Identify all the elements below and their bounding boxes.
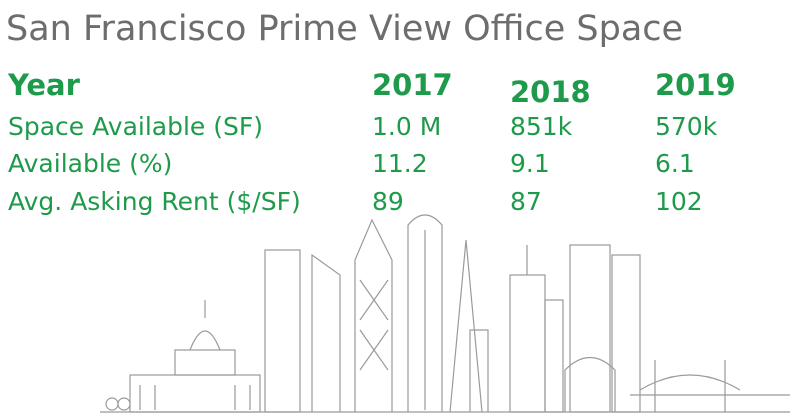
table: Year 2017 2018 2019 Space Available (SF) 1.0 … [7, 68, 736, 216]
table-cell: 102 [655, 187, 703, 216]
header-cell: 2018 [510, 75, 591, 109]
table-cell: 11.2 [372, 149, 428, 178]
header-cell: Year [7, 68, 81, 102]
row-label: Avg. Asking Rent ($/SF) [8, 187, 301, 216]
header-cell: 2019 [655, 68, 736, 102]
title: San Francisco Prime View Office Space [6, 9, 683, 49]
row-label: Available (%) [8, 149, 172, 178]
row-label: Space Available (SF) [8, 112, 263, 141]
table-cell: 9.1 [510, 149, 550, 178]
table-cell: 1.0 M [372, 112, 441, 141]
skyline-illustration [100, 214, 790, 413]
table-cell: 89 [372, 187, 404, 216]
header-cell: 2017 [372, 68, 453, 102]
table-cell: 6.1 [655, 149, 695, 178]
table-cell: 570k [655, 112, 718, 141]
table-cell: 87 [510, 187, 542, 216]
table-cell: 851k [510, 112, 573, 141]
